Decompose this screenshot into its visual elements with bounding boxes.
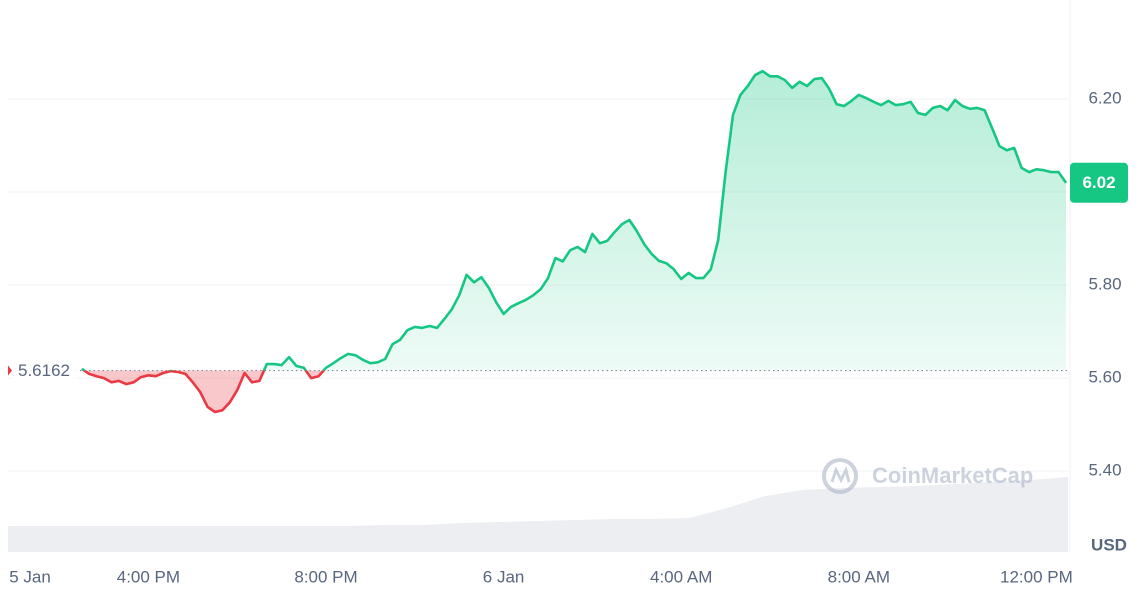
volume (8, 477, 1068, 552)
y-tick-label: 5.40 (1088, 461, 1121, 480)
area-down (84, 370, 324, 412)
y-tick-label: 5.60 (1088, 368, 1121, 387)
y-tick-label: 5.80 (1088, 275, 1121, 294)
baseline-label: 5.6162 (18, 361, 70, 380)
x-tick-label: 4:00 AM (650, 567, 712, 586)
volume-area (8, 477, 1068, 552)
y-axis-label: USD (1091, 535, 1127, 554)
x-tick-label: 8:00 AM (828, 567, 890, 586)
price-line-down (82, 370, 326, 414)
x-tick-label: 5 Jan (9, 567, 51, 586)
watermark-logo-mark (830, 465, 851, 484)
watermark-logo (822, 458, 858, 494)
x-tick-label: 12:00 PM (1000, 567, 1073, 586)
plot: 5.6162 (8, 69, 1068, 414)
area-up (81, 71, 1066, 371)
watermark-text: CoinMarketCap (872, 463, 1033, 488)
current-price-badge (1070, 162, 1128, 203)
y-tick-label: 6.20 (1088, 89, 1121, 108)
x-tick-label: 8:00 PM (294, 567, 357, 586)
baseline-label-bg (12, 359, 78, 382)
baseline-marker (8, 365, 12, 376)
x-tick-label: 4:00 PM (117, 567, 180, 586)
price-line-up (81, 69, 1068, 371)
current-price-label: 6.02 (1082, 173, 1115, 192)
x-tick-label: 6 Jan (483, 567, 525, 586)
watermark: CoinMarketCap (822, 458, 1033, 494)
